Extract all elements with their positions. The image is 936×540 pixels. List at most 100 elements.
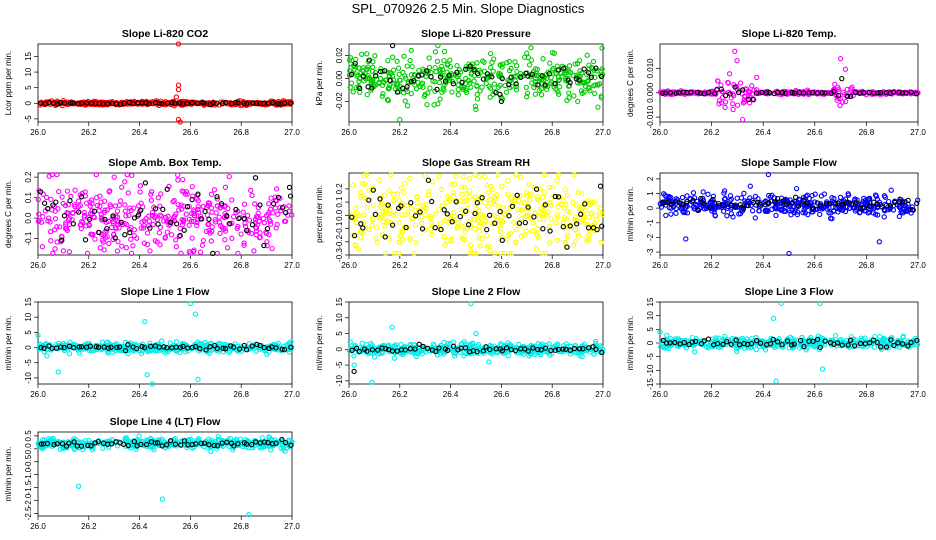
data-point-all (179, 222, 186, 228)
data-point-all (504, 236, 510, 243)
data-point-subset (53, 199, 59, 205)
data-point-subset (206, 216, 212, 222)
data-point-subset (767, 341, 774, 347)
y-tick-label: -5 (24, 115, 33, 123)
data-point-all (263, 212, 270, 219)
data-point-all (214, 196, 220, 202)
data-point-subset (733, 204, 739, 210)
data-point-subset (744, 202, 750, 209)
data-point-all (593, 348, 599, 354)
data-point-all (266, 209, 272, 215)
data-point-subset (585, 225, 592, 231)
data-point-all (91, 214, 97, 221)
data-point-subset (236, 346, 243, 352)
data-point-all (682, 209, 688, 216)
data-point-all (791, 338, 798, 345)
data-point-all (244, 101, 251, 107)
data-point-subset (672, 339, 678, 346)
data-point-subset (668, 201, 675, 208)
y-tick-label: 5 (24, 85, 33, 90)
data-point-all (715, 78, 721, 84)
data-point-all (462, 229, 468, 235)
data-point-all (483, 80, 489, 87)
data-point-subset (765, 199, 772, 206)
data-point-subset (76, 209, 82, 215)
data-point-all (117, 198, 124, 204)
data-point-subset (131, 215, 138, 221)
y-tick-label: -2 (646, 233, 655, 241)
data-point-all (666, 345, 672, 352)
data-point-all (482, 174, 488, 180)
data-point-all (422, 211, 428, 218)
data-point-all (704, 344, 710, 350)
data-point-subset (375, 347, 381, 353)
data-point-subset (914, 337, 920, 344)
data-point-subset (177, 232, 183, 239)
y-tick-label: -15 (646, 378, 655, 390)
data-point-all (391, 355, 398, 361)
y-axis-label: degrees C per min. (4, 180, 13, 248)
chart-title: Slope Line 1 Flow (121, 286, 211, 298)
data-point-subset (164, 186, 170, 192)
data-point-all (586, 214, 592, 221)
data-point-all (485, 73, 491, 79)
data-point-subset (184, 100, 190, 107)
data-point-all (217, 230, 223, 237)
data-point-all (407, 175, 413, 181)
data-point-subset (735, 89, 742, 96)
data-point-all (765, 171, 772, 178)
data-point-all (147, 340, 153, 346)
data-point-all (484, 232, 490, 239)
data-point-all (203, 228, 210, 235)
data-point-subset (552, 193, 558, 200)
data-point-subset (78, 344, 85, 350)
data-point-all (399, 200, 405, 206)
data-point-all (423, 205, 429, 211)
data-point-all (543, 212, 549, 218)
data-point-all (281, 218, 288, 224)
data-point-all (739, 116, 746, 123)
data-point-all (587, 88, 593, 94)
data-point-all (229, 235, 235, 241)
data-point-all (565, 234, 571, 240)
data-point-all (543, 86, 550, 93)
data-point-subset (580, 346, 586, 352)
data-point-all (555, 171, 562, 178)
data-point-all (832, 332, 839, 339)
data-point-all (478, 219, 484, 226)
data-point-all (473, 251, 479, 257)
data-point-all (173, 94, 180, 100)
data-point-subset (525, 204, 531, 210)
y-tick-label: -1.0 (24, 467, 33, 481)
data-point-subset (598, 73, 605, 80)
x-tick-label: 26.0 (341, 390, 357, 399)
data-point-all (40, 214, 46, 220)
data-point-all (208, 191, 215, 197)
data-point-all (826, 210, 832, 216)
data-point-all (351, 362, 357, 368)
data-point-all (128, 250, 135, 257)
data-point-all (269, 245, 275, 252)
data-point-subset (861, 205, 868, 211)
data-point-subset (189, 100, 195, 106)
data-point-all (683, 345, 690, 351)
data-point-all (464, 198, 470, 204)
data-point-all (176, 233, 182, 240)
data-point-subset (59, 237, 65, 243)
data-point-subset (561, 65, 567, 71)
data-point-all (373, 224, 380, 231)
data-point-all (44, 353, 50, 359)
y-tick-label: -2.0 (24, 493, 33, 507)
data-point-subset (774, 195, 781, 202)
y-tick-label: -0.2 (335, 234, 344, 248)
data-point-all (535, 194, 541, 200)
data-point-all (803, 193, 809, 199)
data-point-all (175, 86, 182, 93)
data-point-subset (58, 344, 64, 350)
x-tick-label: 26.6 (183, 390, 199, 399)
data-point-all (524, 94, 530, 100)
data-point-all (364, 204, 370, 211)
data-point-all (394, 191, 401, 197)
data-point-all (794, 209, 801, 215)
data-point-all (803, 90, 809, 96)
